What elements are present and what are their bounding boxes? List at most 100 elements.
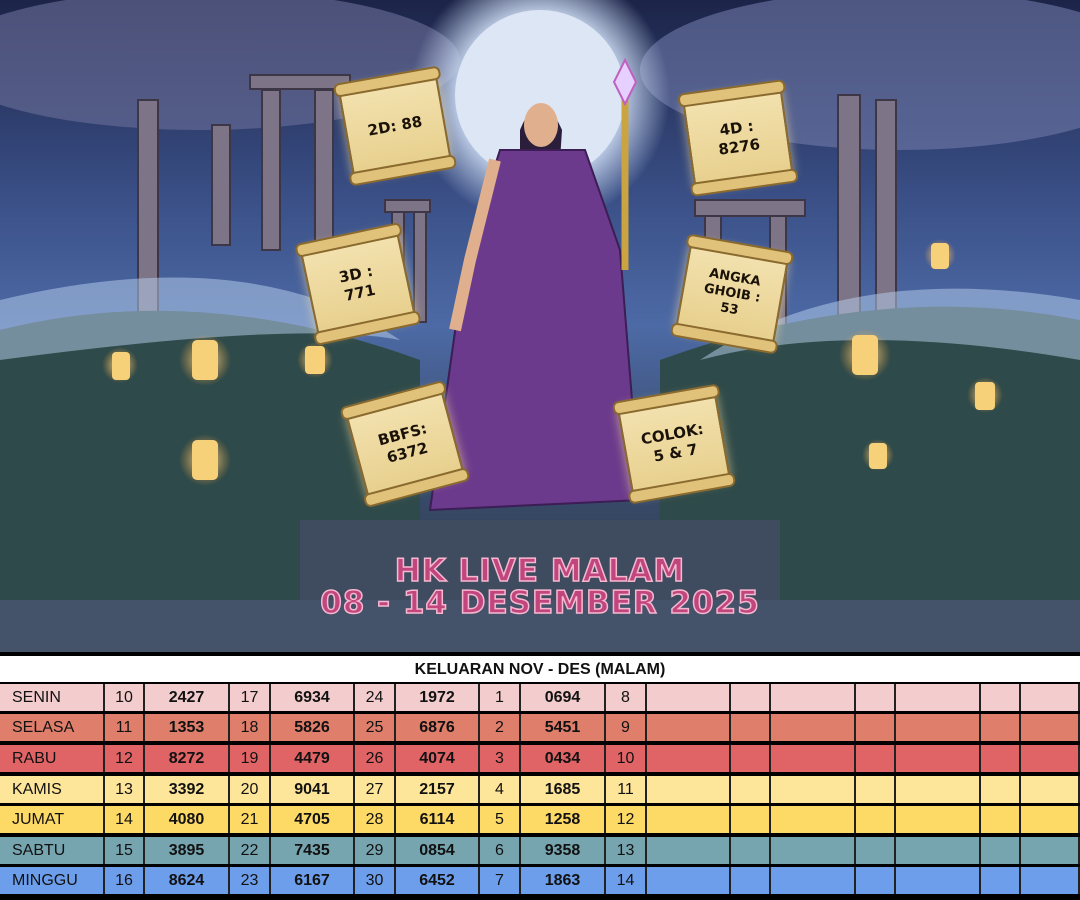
result-cell: 4080: [145, 806, 230, 833]
table-row-rabu: RABU 12 8272 19 4479 26 4074 3 0434 10: [0, 745, 1080, 772]
result-cell: 1353: [145, 714, 230, 741]
scroll-angka-ghoib: ANGKA GHOIB : 53: [674, 240, 790, 348]
scroll-3d: 3D : 771: [299, 228, 417, 340]
empty-cell: [896, 806, 981, 833]
empty-cell: [856, 867, 896, 894]
result-cell: 3392: [145, 776, 230, 803]
empty-cell: [1021, 806, 1080, 833]
result-cell: 0434: [521, 745, 606, 772]
result-cell: 1972: [396, 684, 480, 711]
empty-cell: [771, 776, 856, 803]
empty-cell: [731, 806, 771, 833]
result-cell: 1258: [521, 806, 606, 833]
empty-cell: [771, 837, 856, 864]
date-cell: 15: [105, 837, 145, 864]
date-cell: 29: [355, 837, 396, 864]
result-cell: 4479: [271, 745, 355, 772]
goddess-figure: [428, 57, 642, 512]
empty-cell: [647, 806, 731, 833]
result-cell: 7435: [271, 837, 355, 864]
scroll-2d: 2D: 88: [337, 72, 453, 180]
result-cell: 6452: [396, 867, 480, 894]
mist: [0, 277, 400, 360]
table-row-sabtu: SABTU 15 3895 22 7435 29 0854 6 9358 13: [0, 837, 1080, 864]
date-cell: 24: [355, 684, 396, 711]
empty-cell: [856, 714, 896, 741]
result-cell: 2427: [145, 684, 230, 711]
empty-cell: [896, 714, 981, 741]
empty-cell: [731, 867, 771, 894]
empty-cell: [1021, 684, 1080, 711]
date-cell: 17: [230, 684, 271, 711]
scroll-ghoib-value: 53: [719, 300, 740, 319]
date-cell: 8: [606, 684, 647, 711]
result-cell: 6114: [396, 806, 480, 833]
empty-cell: [731, 837, 771, 864]
day-cell: RABU: [0, 745, 105, 772]
date-cell: 6: [480, 837, 521, 864]
result-cell: 1685: [521, 776, 606, 803]
date-cell: 12: [606, 806, 647, 833]
date-cell: 23: [230, 867, 271, 894]
day-cell: SELASA: [0, 714, 105, 741]
results-table: KELUARAN NOV - DES (MALAM) SENIN 10 2427 17…: [0, 652, 1080, 900]
empty-cell: [856, 837, 896, 864]
empty-cell: [1021, 837, 1080, 864]
day-cell: MINGGU: [0, 867, 105, 894]
poster-title: HK LIVE MALAM: [394, 552, 686, 590]
date-cell: 3: [480, 745, 521, 772]
result-cell: 6876: [396, 714, 480, 741]
empty-cell: [981, 745, 1021, 772]
result-cell: 6167: [271, 867, 355, 894]
empty-cell: [981, 684, 1021, 711]
empty-cell: [647, 684, 731, 711]
result-cell: 0694: [521, 684, 606, 711]
empty-cell: [731, 745, 771, 772]
result-cell: 5826: [271, 714, 355, 741]
empty-cell: [856, 745, 896, 772]
empty-cell: [647, 745, 731, 772]
table-row-selasa: SELASA 11 1353 18 5826 25 6876 2 5451 9: [0, 714, 1080, 741]
empty-cell: [896, 684, 981, 711]
empty-cell: [731, 714, 771, 741]
date-cell: 7: [480, 867, 521, 894]
empty-cell: [1021, 745, 1080, 772]
empty-cell: [1021, 867, 1080, 894]
day-cell: SENIN: [0, 684, 105, 711]
date-cell: 13: [105, 776, 145, 803]
result-cell: 2157: [396, 776, 480, 803]
empty-cell: [647, 714, 731, 741]
date-cell: 1: [480, 684, 521, 711]
moon: [455, 10, 625, 180]
empty-cell: [647, 837, 731, 864]
table-row-minggu: MINGGU 16 8624 23 6167 30 6452 7 1863 14: [0, 867, 1080, 894]
empty-cell: [856, 684, 896, 711]
result-cell: 4074: [396, 745, 480, 772]
date-cell: 13: [606, 837, 647, 864]
poster-date-range: 08 - 14 DESEMBER 2025: [319, 584, 760, 622]
empty-cell: [647, 776, 731, 803]
scroll-colok: COLOK: 5 & 7: [616, 390, 732, 498]
date-cell: 9: [606, 714, 647, 741]
scroll-2d-text: 2D: 88: [366, 111, 424, 140]
table-row-kamis: KAMIS 13 3392 20 9041 27 2157 4 1685 11: [0, 776, 1080, 803]
empty-cell: [771, 745, 856, 772]
empty-cell: [856, 806, 896, 833]
empty-cell: [896, 837, 981, 864]
date-cell: 27: [355, 776, 396, 803]
empty-cell: [771, 714, 856, 741]
day-cell: JUMAT: [0, 806, 105, 833]
result-cell: 9358: [521, 837, 606, 864]
result-cell: 5451: [521, 714, 606, 741]
empty-cell: [896, 745, 981, 772]
day-cell: SABTU: [0, 837, 105, 864]
empty-cell: [771, 684, 856, 711]
date-cell: 11: [606, 776, 647, 803]
date-cell: 10: [606, 745, 647, 772]
result-cell: 9041: [271, 776, 355, 803]
empty-cell: [1021, 714, 1080, 741]
result-cell: 3895: [145, 837, 230, 864]
date-cell: 14: [606, 867, 647, 894]
empty-cell: [731, 684, 771, 711]
stone-ground: [0, 600, 1080, 652]
